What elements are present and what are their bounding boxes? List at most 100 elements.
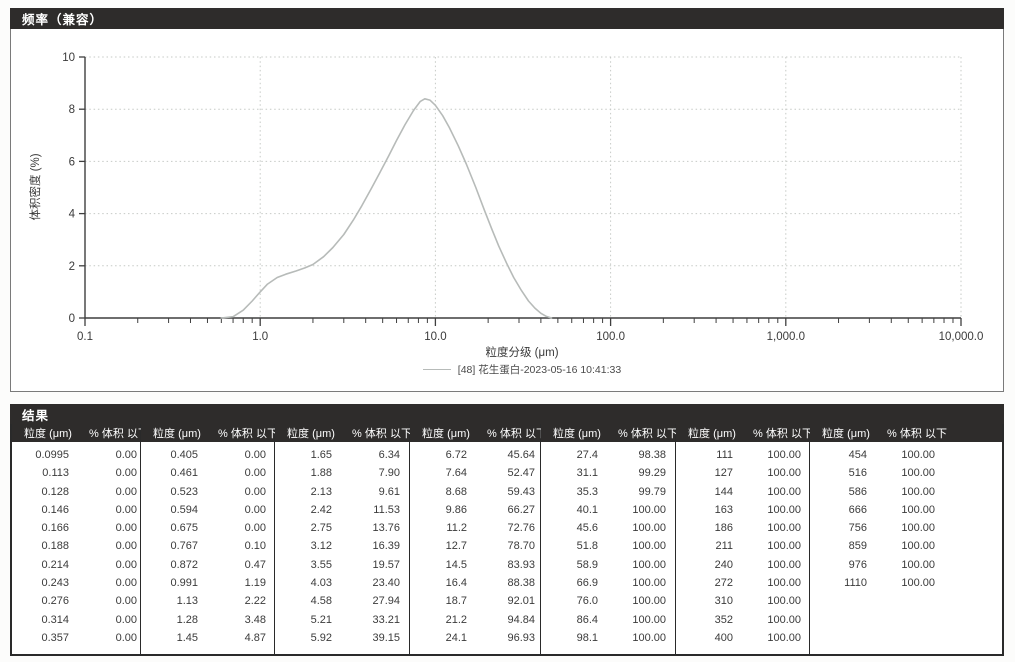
size-value: 352 — [714, 613, 733, 626]
size-value: 1.45 — [176, 631, 198, 644]
table-row: 163 100.00 — [676, 501, 809, 519]
size-column-header: 粒度 (μm) — [24, 428, 72, 440]
size-column-header: 粒度 (μm) — [553, 428, 601, 440]
pct-value: 100.00 — [901, 485, 935, 498]
size-value: 0.675 — [170, 522, 198, 535]
pct-value: 1.19 — [244, 577, 266, 590]
y-tick-label: 10 — [62, 52, 75, 64]
table-row: 24.1 96.93 — [410, 629, 540, 647]
pct-value: 52.47 — [507, 467, 535, 480]
table-row: 5.92 39.15 — [275, 629, 409, 647]
size-value: 756 — [848, 522, 867, 535]
pct-value: 0.00 — [115, 485, 137, 498]
table-row: 127 100.00 — [676, 464, 809, 482]
table-row: 0.188 0.00 — [12, 537, 140, 555]
table-column-group: 粒度 (μm) % 体积 以下 6.72 45.64 7.64 52.47 8.68 59.4… — [410, 424, 547, 654]
size-value: 40.1 — [576, 503, 598, 516]
size-value: 0.357 — [41, 631, 69, 644]
size-value: 31.1 — [576, 467, 598, 480]
table-row: 51.8 100.00 — [541, 537, 675, 555]
x-tick-label: 0.1 — [77, 331, 93, 343]
table-row: 27.4 98.38 — [541, 446, 675, 464]
table-row: 31.1 99.29 — [541, 464, 675, 482]
pct-value: 6.34 — [378, 449, 400, 461]
pct-column-header: % 体积 以下 — [352, 428, 412, 440]
table-rows: 27.4 98.38 31.1 99.29 35.3 99.79 40.1 100.00 45.… — [541, 442, 675, 647]
chart-panel-title: 频率（兼容） — [22, 13, 104, 27]
table-row: 2.42 11.53 — [275, 501, 409, 519]
table-rows: 1.65 6.34 1.88 7.90 2.13 9.61 2.42 11.53 2.75 13.… — [275, 442, 409, 647]
size-value: 454 — [848, 449, 867, 461]
table-row: 18.7 92.01 — [410, 592, 540, 610]
size-value: 11.2 — [446, 522, 467, 535]
pct-value: 0.00 — [115, 540, 137, 553]
pct-value: 83.93 — [507, 558, 535, 571]
size-value: 0.405 — [170, 449, 198, 461]
size-value: 4.58 — [310, 595, 332, 608]
size-value: 1.28 — [176, 613, 198, 626]
table-row: 211 100.00 — [676, 537, 809, 555]
size-column-header: 粒度 (μm) — [287, 428, 335, 440]
pct-value: 98.38 — [638, 449, 666, 461]
size-value: 976 — [848, 558, 867, 571]
size-value: 35.3 — [576, 485, 598, 498]
table-row: 1.88 7.90 — [275, 464, 409, 482]
table-row: 0.146 0.00 — [12, 501, 140, 519]
pct-value: 100.00 — [767, 631, 801, 644]
table-row: 144 100.00 — [676, 483, 809, 501]
table-row: 0.166 0.00 — [12, 519, 140, 537]
pct-value: 4.87 — [244, 631, 266, 644]
size-value: 0.146 — [41, 503, 69, 516]
pct-column-header: % 体积 以下 — [618, 428, 678, 440]
size-value: 12.7 — [445, 540, 467, 553]
size-value: 0.276 — [41, 595, 69, 608]
pct-value: 92.01 — [507, 595, 535, 608]
size-column-header: 粒度 (μm) — [422, 428, 470, 440]
size-value: 5.92 — [310, 631, 332, 644]
column-header-row: 粒度 (μm) % 体积 以下 — [541, 424, 678, 442]
table-row: 11.2 72.76 — [410, 519, 540, 537]
pct-value: 100.00 — [767, 595, 801, 608]
results-panel-title: 结果 — [22, 408, 50, 423]
size-value: 272 — [714, 577, 733, 590]
table-row: 0.243 0.00 — [12, 574, 140, 592]
size-value: 66.9 — [576, 577, 598, 590]
size-value: 0.188 — [41, 540, 69, 553]
table-row: 0.314 0.00 — [12, 611, 140, 629]
size-value: 5.21 — [310, 613, 332, 626]
pct-value: 72.76 — [507, 522, 535, 535]
table-row: 0.113 0.00 — [12, 464, 140, 482]
size-value: 859 — [848, 540, 867, 553]
pct-value: 45.64 — [507, 449, 535, 461]
pct-value: 7.90 — [378, 467, 400, 480]
table-row: 5.21 33.21 — [275, 611, 409, 629]
size-value: 24.1 — [445, 631, 467, 644]
table-rows: 454 100.00 516 100.00 586 100.00 666 100.00 756 1… — [810, 442, 1002, 592]
size-value: 0.128 — [41, 485, 69, 498]
size-column-header: 粒度 (μm) — [822, 428, 870, 440]
table-row: 1.13 2.22 — [141, 592, 274, 610]
chart-panel-header: 频率（兼容） — [10, 8, 1004, 29]
table-row: 0.991 1.19 — [141, 574, 274, 592]
table-row: 0.461 0.00 — [141, 464, 274, 482]
pct-value: 100.00 — [632, 577, 666, 590]
pct-column-header: % 体积 以下 — [887, 428, 947, 440]
size-value: 0.991 — [170, 577, 198, 590]
size-value: 0.767 — [170, 540, 198, 553]
pct-value: 100.00 — [901, 467, 935, 480]
table-row: 1110 100.00 — [810, 574, 1002, 592]
pct-value: 100.00 — [901, 503, 935, 516]
table-row: 0.594 0.00 — [141, 501, 274, 519]
pct-value: 0.00 — [244, 467, 266, 480]
pct-value: 94.84 — [507, 613, 535, 626]
table-row: 240 100.00 — [676, 556, 809, 574]
table-row: 2.13 9.61 — [275, 483, 409, 501]
pct-value: 100.00 — [901, 449, 935, 461]
pct-value: 100.00 — [767, 558, 801, 571]
table-row: 0.767 0.10 — [141, 537, 274, 555]
size-value: 127 — [714, 467, 733, 480]
table-row: 86.4 100.00 — [541, 611, 675, 629]
column-header-row: 粒度 (μm) % 体积 以下 — [141, 424, 278, 442]
size-value: 516 — [848, 467, 867, 480]
